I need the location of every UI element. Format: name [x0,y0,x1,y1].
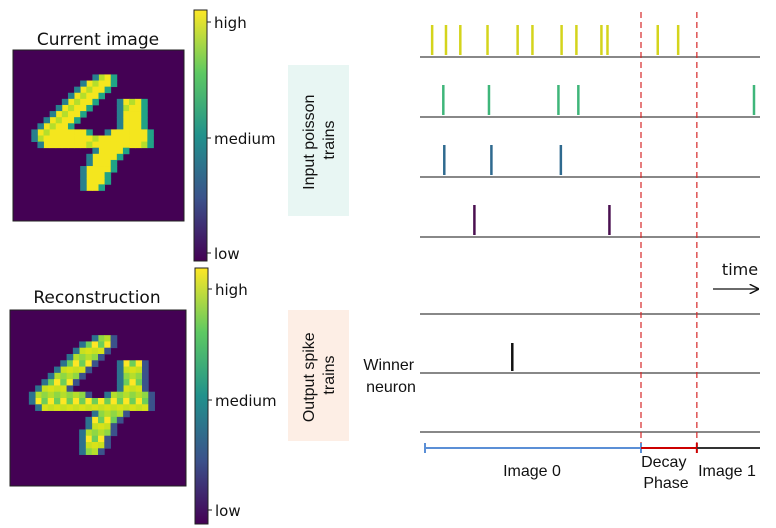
winner-neuron-label: Winner neuron [363,357,418,396]
colorbar2-tick-low: low [215,502,241,520]
input-trains-box: Input poisson trains [288,65,349,216]
colorbar-tick-medium: medium [214,130,276,148]
current-image [12,49,185,222]
reconstruction-image [9,309,187,487]
colorbar2-tick-high: high [215,281,248,299]
digit-four-current [31,74,154,191]
colorbar-tick-low: low [214,245,240,263]
phase-label-image1: Image 1 [698,463,756,480]
spike-raster [420,12,760,453]
output-trains-label: Output spike trains [301,328,338,422]
colorbar-reconstruction: high medium low [194,267,277,525]
phase-label-image0: Image 0 [503,463,561,480]
colorbar-tick-high: high [214,14,247,32]
current-image-title: Current image [37,30,159,50]
time-label: time [722,260,758,279]
reconstruction-title: Reconstruction [33,288,160,308]
colorbar-current: high medium low [193,9,276,263]
colorbar2-tick-medium: medium [215,392,277,410]
output-trains-box: Output spike trains [288,310,349,441]
input-trains-label: Input poisson trains [301,90,338,190]
digit-four-reconstruction [28,335,155,455]
phase-label-decay: Decay Phase [641,454,691,492]
